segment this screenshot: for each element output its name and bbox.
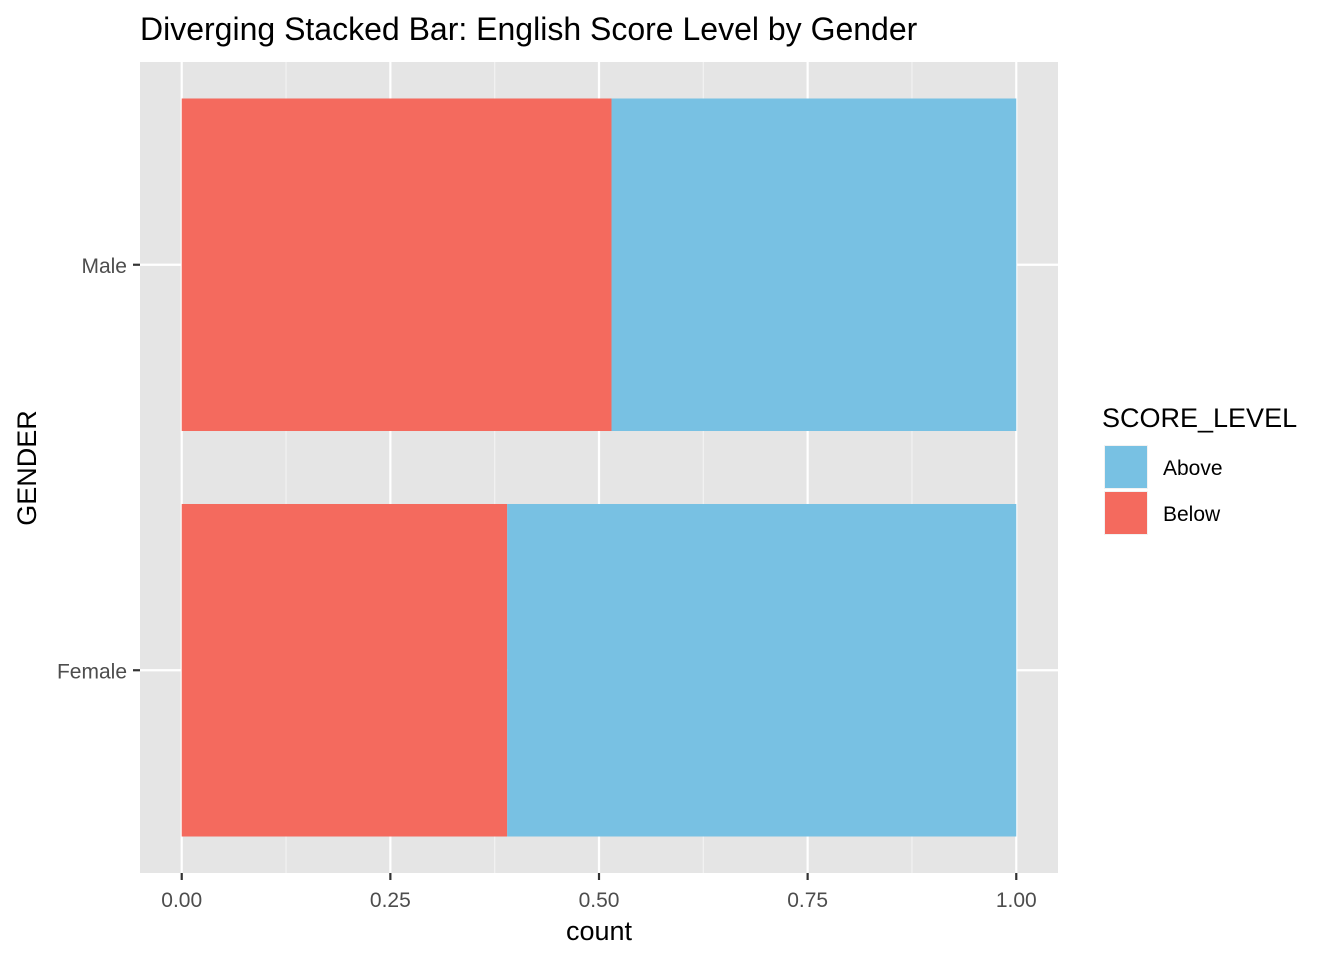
x-tick-label: 0.50 [579,889,620,912]
legend: SCORE_LEVEL Above Below [1102,403,1297,535]
bar-above-male [611,98,1017,432]
y-axis-label: GENDER [12,410,42,526]
bar-below-female [181,503,508,837]
x-tick-label: 0.00 [161,889,202,912]
y-tick-label: Male [81,255,127,278]
chart-title: Diverging Stacked Bar: English Score Lev… [140,11,918,47]
x-tick-label: 0.25 [370,889,411,912]
legend-label-above: Above [1163,457,1223,480]
legend-label-below: Below [1163,503,1221,526]
bars [181,98,1017,837]
legend-swatch-below [1105,492,1147,534]
bar-below-male [181,98,612,432]
bar-above-female [507,503,1017,837]
legend-title: SCORE_LEVEL [1102,403,1297,433]
axes: 0.00 0.25 0.50 0.75 1.00 Male Female [57,255,1037,912]
legend-swatch-above [1105,446,1147,488]
x-tick-label: 0.75 [787,889,828,912]
x-axis-label: count [566,916,633,946]
legend-items: Above Below [1104,445,1223,535]
y-tick-label: Female [57,660,127,683]
x-tick-label: 1.00 [996,889,1037,912]
